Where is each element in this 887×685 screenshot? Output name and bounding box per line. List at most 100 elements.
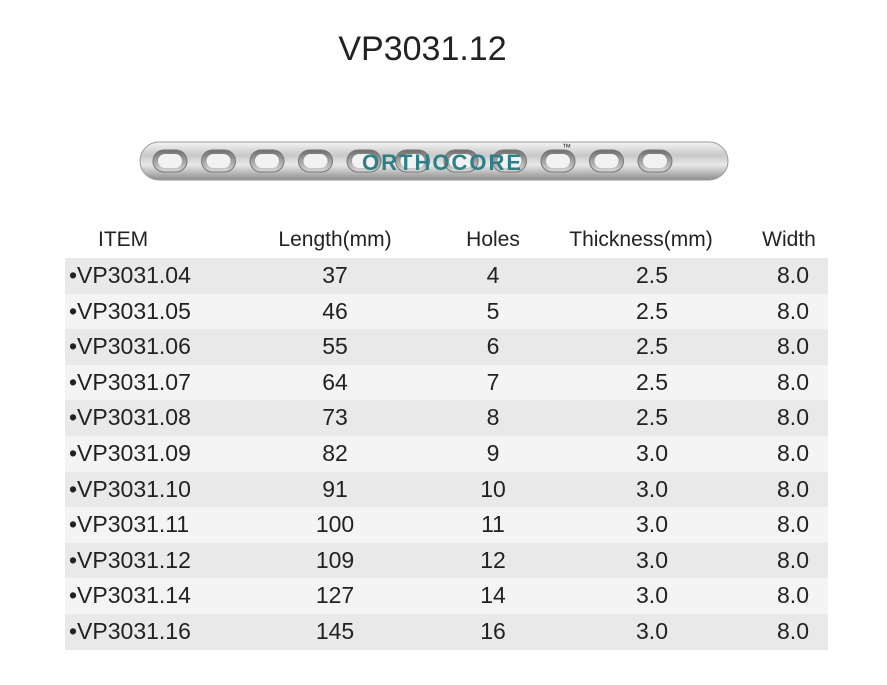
cell-text: 91 xyxy=(322,475,348,502)
cell-text: 8 xyxy=(486,404,500,431)
cell-text: •VP3031.11 xyxy=(69,511,190,538)
table-row: •VP3031.10 91 10 3.0 8.0 xyxy=(65,471,828,508)
table-cell: •VP3031.08 xyxy=(69,400,191,436)
cell-text: •VP3031.12 xyxy=(69,546,191,573)
table-cell: •VP3031.16 xyxy=(69,614,191,650)
plate-image: ORTHOCORE ™ xyxy=(139,141,729,181)
header-text: Holes xyxy=(466,228,520,251)
cell-text: 8.0 xyxy=(777,439,809,466)
cell-text: 5 xyxy=(486,297,500,324)
header-text: Thickness(mm) xyxy=(569,228,713,251)
cell-text: 55 xyxy=(322,333,348,360)
cell-text: 8.0 xyxy=(777,297,809,324)
table-cell: •VP3031.04 xyxy=(69,258,191,294)
table-row: •VP3031.16 145 16 3.0 8.0 xyxy=(65,613,828,650)
table-cell: •VP3031.11 xyxy=(69,507,189,543)
cell-text: 6 xyxy=(486,333,500,360)
cell-text: 64 xyxy=(322,368,348,395)
plate-hole-inner xyxy=(255,154,279,168)
header-cell: ITEM xyxy=(98,222,148,258)
plate-hole-inner xyxy=(643,154,667,168)
table-row: •VP3031.14 127 14 3.0 8.0 xyxy=(65,578,828,614)
logo-mark: ™ xyxy=(562,142,571,152)
cell-text: •VP3031.14 xyxy=(69,582,191,609)
table-row: •VP3031.12 109 12 3.0 8.0 xyxy=(65,542,828,579)
plate-hole-inner xyxy=(303,154,328,168)
table-cell: •VP3031.12 xyxy=(69,543,191,579)
table-row: •VP3031.08 73 8 2.5 8.0 xyxy=(65,400,828,436)
cell-text: 8.0 xyxy=(777,475,809,502)
cell-text: 2.5 xyxy=(636,333,668,360)
table-row: •VP3031.05 46 5 2.5 8.0 xyxy=(65,293,828,330)
cell-text: •VP3031.04 xyxy=(69,262,191,288)
cell-text: 2.5 xyxy=(636,404,668,431)
cell-text: 8.0 xyxy=(777,333,809,360)
cell-text: 46 xyxy=(322,297,348,324)
cell-text: 2.5 xyxy=(636,297,668,324)
cell-text: 8.0 xyxy=(777,404,809,431)
table-cell: •VP3031.07 xyxy=(69,365,191,401)
cell-text: 127 xyxy=(315,582,355,609)
cell-text: 8.0 xyxy=(777,582,809,609)
table-cell: •VP3031.09 xyxy=(69,436,191,472)
cell-text: 14 xyxy=(480,582,506,609)
cell-text: 16 xyxy=(480,617,506,644)
table-row: •VP3031.04 37 4 2.5 8.0 xyxy=(65,258,828,294)
cell-text: •VP3031.16 xyxy=(69,617,191,644)
table-cell: •VP3031.14 xyxy=(69,578,191,614)
cell-text: •VP3031.05 xyxy=(69,297,191,324)
plate-hole-inner xyxy=(158,154,182,168)
cell-text: 11 xyxy=(481,511,505,538)
plate-hole-inner xyxy=(594,154,619,168)
cell-text: 8.0 xyxy=(777,368,809,395)
cell-text: 109 xyxy=(315,546,355,573)
cell-text: 3.0 xyxy=(636,439,668,466)
cell-text: 2.5 xyxy=(636,368,668,395)
header-text: Length(mm) xyxy=(278,228,392,251)
cell-text: •VP3031.09 xyxy=(69,439,191,466)
cell-text: 8.0 xyxy=(777,617,809,644)
cell-text: •VP3031.08 xyxy=(69,404,191,431)
table-row: •VP3031.11 100 11 3.0 8.0 xyxy=(65,507,828,543)
cell-text: 3.0 xyxy=(636,617,668,644)
plate-hole-inner xyxy=(497,154,522,168)
plate-hole-inner xyxy=(400,154,425,168)
plate-hole-inner xyxy=(206,154,231,168)
header-row: ITEM Length(mm) Holes Thickness(mm) Width xyxy=(65,222,828,258)
spec-table: ITEM Length(mm) Holes Thickness(mm) Width •VP… xyxy=(65,222,828,650)
plate-hole-inner xyxy=(352,154,376,168)
cell-text: 37 xyxy=(322,262,348,288)
cell-text: 3.0 xyxy=(636,546,668,573)
header-text: Width xyxy=(762,228,816,251)
plate-hole-inner xyxy=(449,154,473,168)
header-text: ITEM xyxy=(98,228,149,251)
cell-text: 145 xyxy=(315,617,355,644)
cell-text: 3.0 xyxy=(636,511,668,538)
cell-text: 9 xyxy=(486,439,500,466)
cell-text: 8.0 xyxy=(777,262,809,288)
cell-text: •VP3031.06 xyxy=(69,333,191,360)
cell-text: •VP3031.10 xyxy=(69,475,191,502)
cell-text: 10 xyxy=(480,475,506,502)
table-row: •VP3031.06 55 6 2.5 8.0 xyxy=(65,329,828,365)
cell-text: 100 xyxy=(315,511,355,538)
title: VP3031.12 xyxy=(338,30,507,68)
table-cell: •VP3031.10 xyxy=(69,472,191,508)
logo: ORTHOCORE xyxy=(362,150,523,175)
table-row: •VP3031.09 82 9 3.0 8.0 xyxy=(65,435,828,472)
table-row: •VP3031.07 64 7 2.5 8.0 xyxy=(65,364,828,401)
cell-text: •VP3031.07 xyxy=(69,368,191,395)
cell-text: 82 xyxy=(322,439,348,466)
cell-text: 2.5 xyxy=(636,262,668,288)
cell-text: 8.0 xyxy=(777,511,809,538)
cell-text: 4 xyxy=(486,262,500,288)
cell-text: 12 xyxy=(480,546,506,573)
cell-text: 8.0 xyxy=(777,546,809,573)
cell-text: 73 xyxy=(322,404,348,431)
cell-text: 3.0 xyxy=(636,582,668,609)
cell-text: 7 xyxy=(486,368,500,395)
table-cell: •VP3031.05 xyxy=(69,294,191,330)
cell-text: 3.0 xyxy=(636,475,668,502)
plate-hole-inner xyxy=(546,154,570,168)
